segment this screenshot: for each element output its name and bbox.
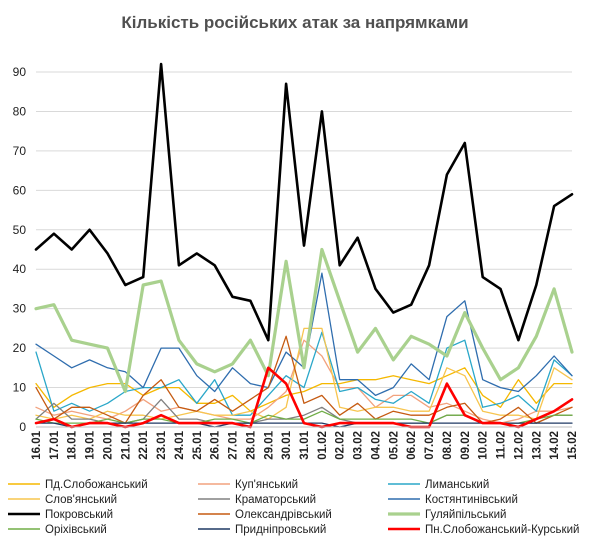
legend-label: Краматорський bbox=[235, 494, 316, 506]
legend-item: Олександрівський bbox=[198, 509, 332, 521]
legend-item: Лиманський bbox=[388, 479, 489, 491]
legend-label: Оріхівський bbox=[45, 524, 107, 536]
y-tick-label: 30 bbox=[13, 302, 27, 316]
plot-area bbox=[34, 62, 574, 429]
legend-label: Гуляйпільський bbox=[425, 509, 506, 521]
x-tick-label: 29.01 bbox=[263, 430, 275, 459]
x-tick-label: 01.02 bbox=[317, 431, 329, 460]
x-tick-label: 11.02 bbox=[496, 431, 508, 459]
y-tick-label: 90 bbox=[13, 65, 27, 79]
legend-label: Куп'янський bbox=[235, 479, 298, 491]
x-tick-label: 24.01 bbox=[174, 430, 186, 459]
x-tick-label: 10.02 bbox=[478, 431, 490, 460]
legend-label: Пн.Слобожанський-Курський bbox=[425, 524, 579, 536]
legend-label: Костянтинівський bbox=[425, 494, 518, 506]
x-tick-label: 27.01 bbox=[228, 430, 240, 459]
x-tick-label: 02.02 bbox=[335, 431, 347, 460]
legend-label: Придніпровський bbox=[235, 524, 326, 536]
y-axis-ticks: 0 10 20 30 40 50 60 70 80 90 bbox=[13, 65, 27, 434]
x-tick-label: 15.02 bbox=[567, 431, 579, 460]
y-tick-label: 10 bbox=[13, 381, 27, 395]
legend-item: Слов'янський bbox=[8, 494, 117, 506]
series-line bbox=[34, 62, 574, 342]
x-tick-label: 20.01 bbox=[102, 430, 114, 459]
y-tick-label: 20 bbox=[13, 341, 27, 355]
x-tick-label: 26.01 bbox=[210, 430, 222, 459]
grid bbox=[36, 71, 572, 389]
series-line bbox=[35, 339, 573, 424]
x-tick-label: 25.01 bbox=[192, 430, 204, 459]
x-tick-label: 17.01 bbox=[49, 430, 61, 459]
x-tick-label: 31.01 bbox=[299, 430, 311, 459]
x-tick-label: 06.02 bbox=[406, 431, 418, 460]
legend-item: Гуляйпільський bbox=[388, 509, 506, 521]
x-tick-label: 04.02 bbox=[370, 431, 382, 460]
series-line bbox=[35, 327, 573, 420]
y-tick-label: 80 bbox=[13, 104, 27, 118]
x-tick-label: 13.02 bbox=[531, 431, 543, 460]
y-tick-label: 40 bbox=[13, 262, 27, 276]
series-line bbox=[35, 272, 573, 397]
legend-label: Покровський bbox=[45, 509, 113, 521]
x-tick-label: 08.02 bbox=[442, 431, 454, 460]
x-tick-label: 19.01 bbox=[85, 430, 97, 459]
legend-label: Слов'янський bbox=[45, 494, 117, 506]
legend-item: Оріхівський bbox=[8, 524, 107, 536]
legend: Пд.Слобожанський Куп'янський Лиманський Сло… bbox=[8, 479, 579, 536]
series-line bbox=[35, 335, 573, 424]
x-tick-label: 30.01 bbox=[281, 430, 293, 459]
x-tick-label: 03.02 bbox=[353, 431, 365, 460]
legend-item: Покровський bbox=[8, 509, 113, 521]
x-axis-ticks: 16.01 17.01 18.01 19.01 20.01 21.01 22.01 23.01… bbox=[31, 430, 579, 459]
x-tick-label: 18.01 bbox=[67, 430, 79, 459]
chart-title: Кількість російських атак за напрямками bbox=[121, 13, 468, 32]
x-tick-label: 05.02 bbox=[388, 431, 400, 460]
x-tick-label: 16.01 bbox=[31, 430, 43, 459]
series-line bbox=[34, 247, 574, 394]
legend-item: Пн.Слобожанський-Курський bbox=[388, 524, 579, 536]
y-tick-label: 70 bbox=[13, 144, 27, 158]
legend-label: Лиманський bbox=[425, 479, 489, 491]
legend-item: Краматорський bbox=[198, 494, 316, 506]
x-tick-label: 21.01 bbox=[120, 430, 132, 459]
y-tick-label: 60 bbox=[13, 183, 27, 197]
legend-item: Костянтинівський bbox=[388, 494, 518, 506]
x-tick-label: 09.02 bbox=[460, 431, 472, 460]
x-tick-label: 14.02 bbox=[549, 431, 561, 460]
y-tick-label: 50 bbox=[13, 223, 27, 237]
legend-item: Пд.Слобожанський bbox=[8, 479, 148, 491]
x-tick-label: 12.02 bbox=[513, 431, 525, 460]
legend-label: Пд.Слобожанський bbox=[45, 479, 148, 491]
y-tick-label: 0 bbox=[19, 420, 26, 434]
x-tick-label: 28.01 bbox=[245, 430, 257, 459]
x-tick-label: 23.01 bbox=[156, 430, 168, 459]
x-tick-label: 22.01 bbox=[138, 430, 150, 459]
x-tick-label: 07.02 bbox=[424, 431, 436, 460]
legend-item: Куп'янський bbox=[198, 479, 298, 491]
legend-label: Олександрівський bbox=[235, 509, 332, 521]
legend-item: Придніпровський bbox=[198, 524, 326, 536]
